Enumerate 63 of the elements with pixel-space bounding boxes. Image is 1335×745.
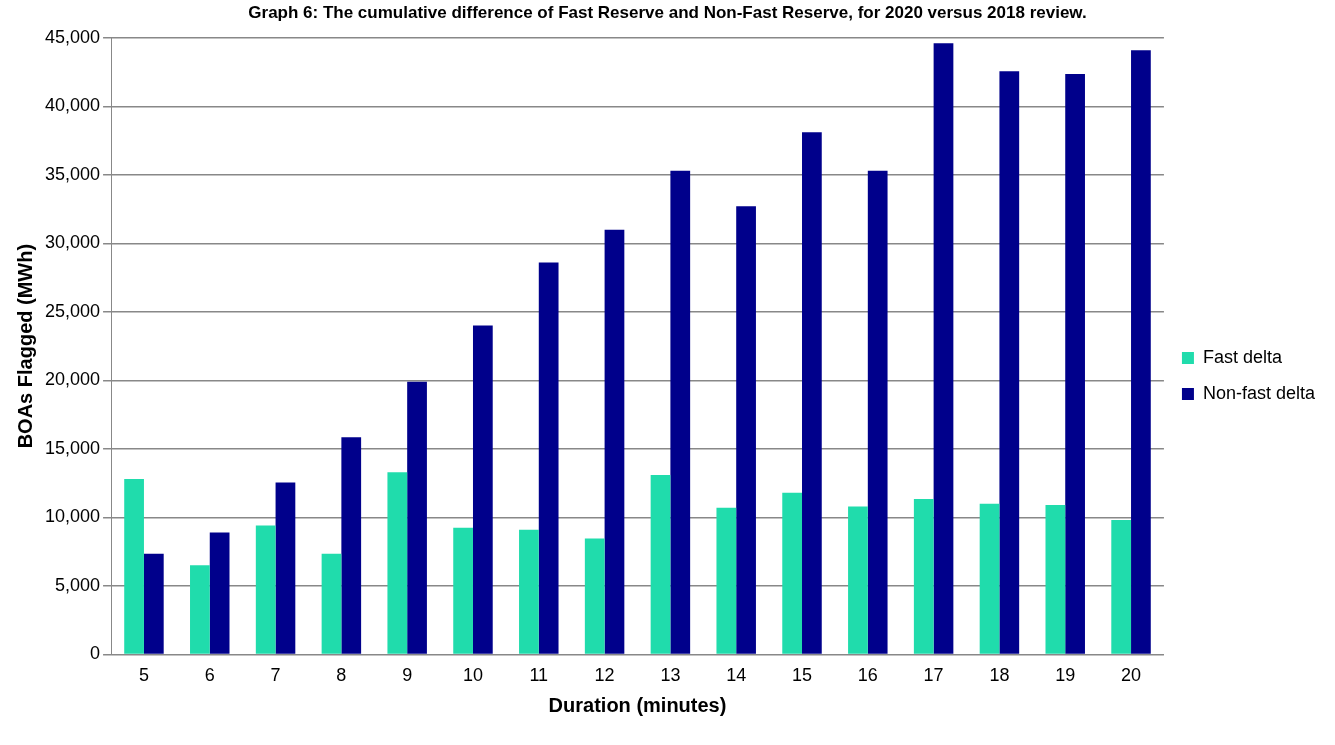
bar (275, 482, 296, 654)
x-tick-label: 14 (726, 665, 747, 686)
bar (867, 170, 888, 654)
bar (387, 472, 408, 654)
x-tick-label: 8 (336, 665, 347, 686)
bar (453, 527, 473, 654)
bar (407, 381, 427, 654)
bar (933, 43, 954, 654)
legend-label: Non-fast delta (1202, 382, 1316, 403)
bar (782, 492, 803, 654)
x-tick-label: 7 (270, 665, 281, 686)
x-tick-label: 10 (462, 665, 483, 686)
legend-label: Fast delta (1202, 346, 1283, 367)
bar (1131, 50, 1151, 654)
x-tick-label: 15 (791, 665, 813, 686)
bar (209, 532, 230, 654)
bar (143, 553, 164, 654)
x-tick-label: 20 (1121, 665, 1142, 686)
y-tick-label: 45,000 (44, 26, 101, 47)
chart-title: Graph 6: The cumulative difference of Fast Reserve and Non-Fast Reserve, for 2020 versus 2018 review. (247, 2, 1088, 24)
bar (124, 479, 144, 654)
y-tick-label: 10,000 (44, 506, 101, 527)
bar (584, 538, 605, 654)
bar (1045, 505, 1066, 654)
bar (979, 503, 1000, 654)
x-tick-label: 18 (989, 665, 1010, 686)
y-axis-title: BOAs Flagged (MWh) (13, 243, 36, 449)
y-tick-label: 20,000 (44, 369, 101, 390)
x-tick-label: 12 (594, 665, 615, 686)
x-tick-label: 19 (1055, 665, 1076, 686)
y-tick-label: 0 (90, 643, 101, 664)
bar (848, 506, 868, 654)
bar (1111, 520, 1132, 654)
y-tick-label: 5,000 (55, 574, 101, 595)
x-tick-label: 11 (529, 665, 549, 686)
x-axis-title: Duration (minutes) (548, 693, 727, 716)
bar (538, 262, 559, 654)
x-tick-label: 9 (402, 665, 413, 686)
bar (716, 507, 737, 654)
bar (670, 170, 691, 654)
bar (913, 498, 934, 654)
bar (802, 132, 822, 654)
bar (1065, 74, 1085, 654)
x-tick-label: 6 (204, 665, 215, 686)
x-tick-label: 17 (923, 665, 944, 686)
bar (190, 565, 210, 654)
bar (519, 529, 539, 654)
x-tick-label: 16 (857, 665, 878, 686)
bar (650, 474, 671, 654)
bar (341, 437, 362, 654)
y-tick-label: 40,000 (44, 95, 101, 116)
y-tick-label: 15,000 (44, 437, 101, 458)
y-tick-label: 30,000 (44, 232, 101, 253)
y-tick-label: 25,000 (44, 300, 101, 321)
bar (999, 71, 1020, 654)
bar (736, 206, 756, 654)
bar (604, 229, 625, 654)
bar (472, 325, 493, 654)
bar (321, 553, 342, 654)
x-tick-label: 13 (660, 665, 681, 686)
y-tick-label: 35,000 (44, 163, 101, 184)
bar (255, 525, 276, 654)
x-tick-label: 5 (138, 665, 149, 686)
